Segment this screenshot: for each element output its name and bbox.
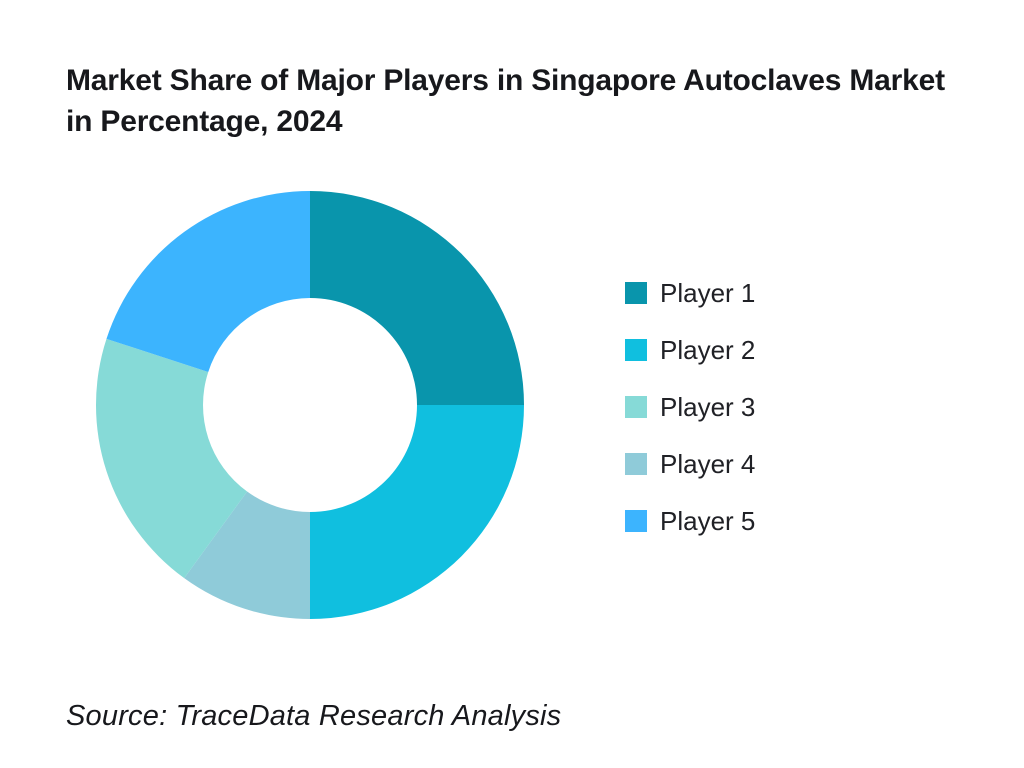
- donut-slice-player-5: [106, 190, 310, 372]
- donut-slice-player-2: [310, 405, 524, 619]
- legend-label-player-2: Player 2: [660, 334, 756, 365]
- legend-label-player-5: Player 5: [660, 505, 756, 536]
- donut-slice-player-3: [95, 338, 248, 579]
- donut-slice-player-1: [310, 191, 524, 405]
- legend-label-player-3: Player 3: [660, 391, 756, 422]
- chart-title-line1: Market Share of Major Players in Singapo…: [66, 64, 945, 97]
- legend-swatch-player-5: [625, 510, 647, 532]
- legend-label-player-1: Player 1: [660, 277, 756, 308]
- legend-item-player-1: Player 1: [625, 278, 755, 308]
- legend-swatch-player-3: [625, 396, 647, 418]
- source-note: Source: TraceData Research Analysis: [66, 700, 562, 732]
- legend-item-player-5: Player 5: [625, 506, 755, 536]
- legend-swatch-player-4: [625, 453, 647, 475]
- legend-label-player-4: Player 4: [660, 448, 756, 479]
- chart-legend: Player 1 Player 2 Player 3 Player 4 Play…: [625, 278, 755, 567]
- legend-swatch-player-1: [625, 282, 647, 304]
- chart-title: Market Share of Major Players in Singapo…: [66, 60, 986, 142]
- legend-item-player-3: Player 3: [625, 392, 755, 422]
- legend-item-player-2: Player 2: [625, 335, 755, 365]
- legend-item-player-4: Player 4: [625, 449, 755, 479]
- donut-slice-player-4: [184, 491, 310, 620]
- chart-title-line2: in Percentage, 2024: [66, 105, 343, 138]
- legend-swatch-player-2: [625, 339, 647, 361]
